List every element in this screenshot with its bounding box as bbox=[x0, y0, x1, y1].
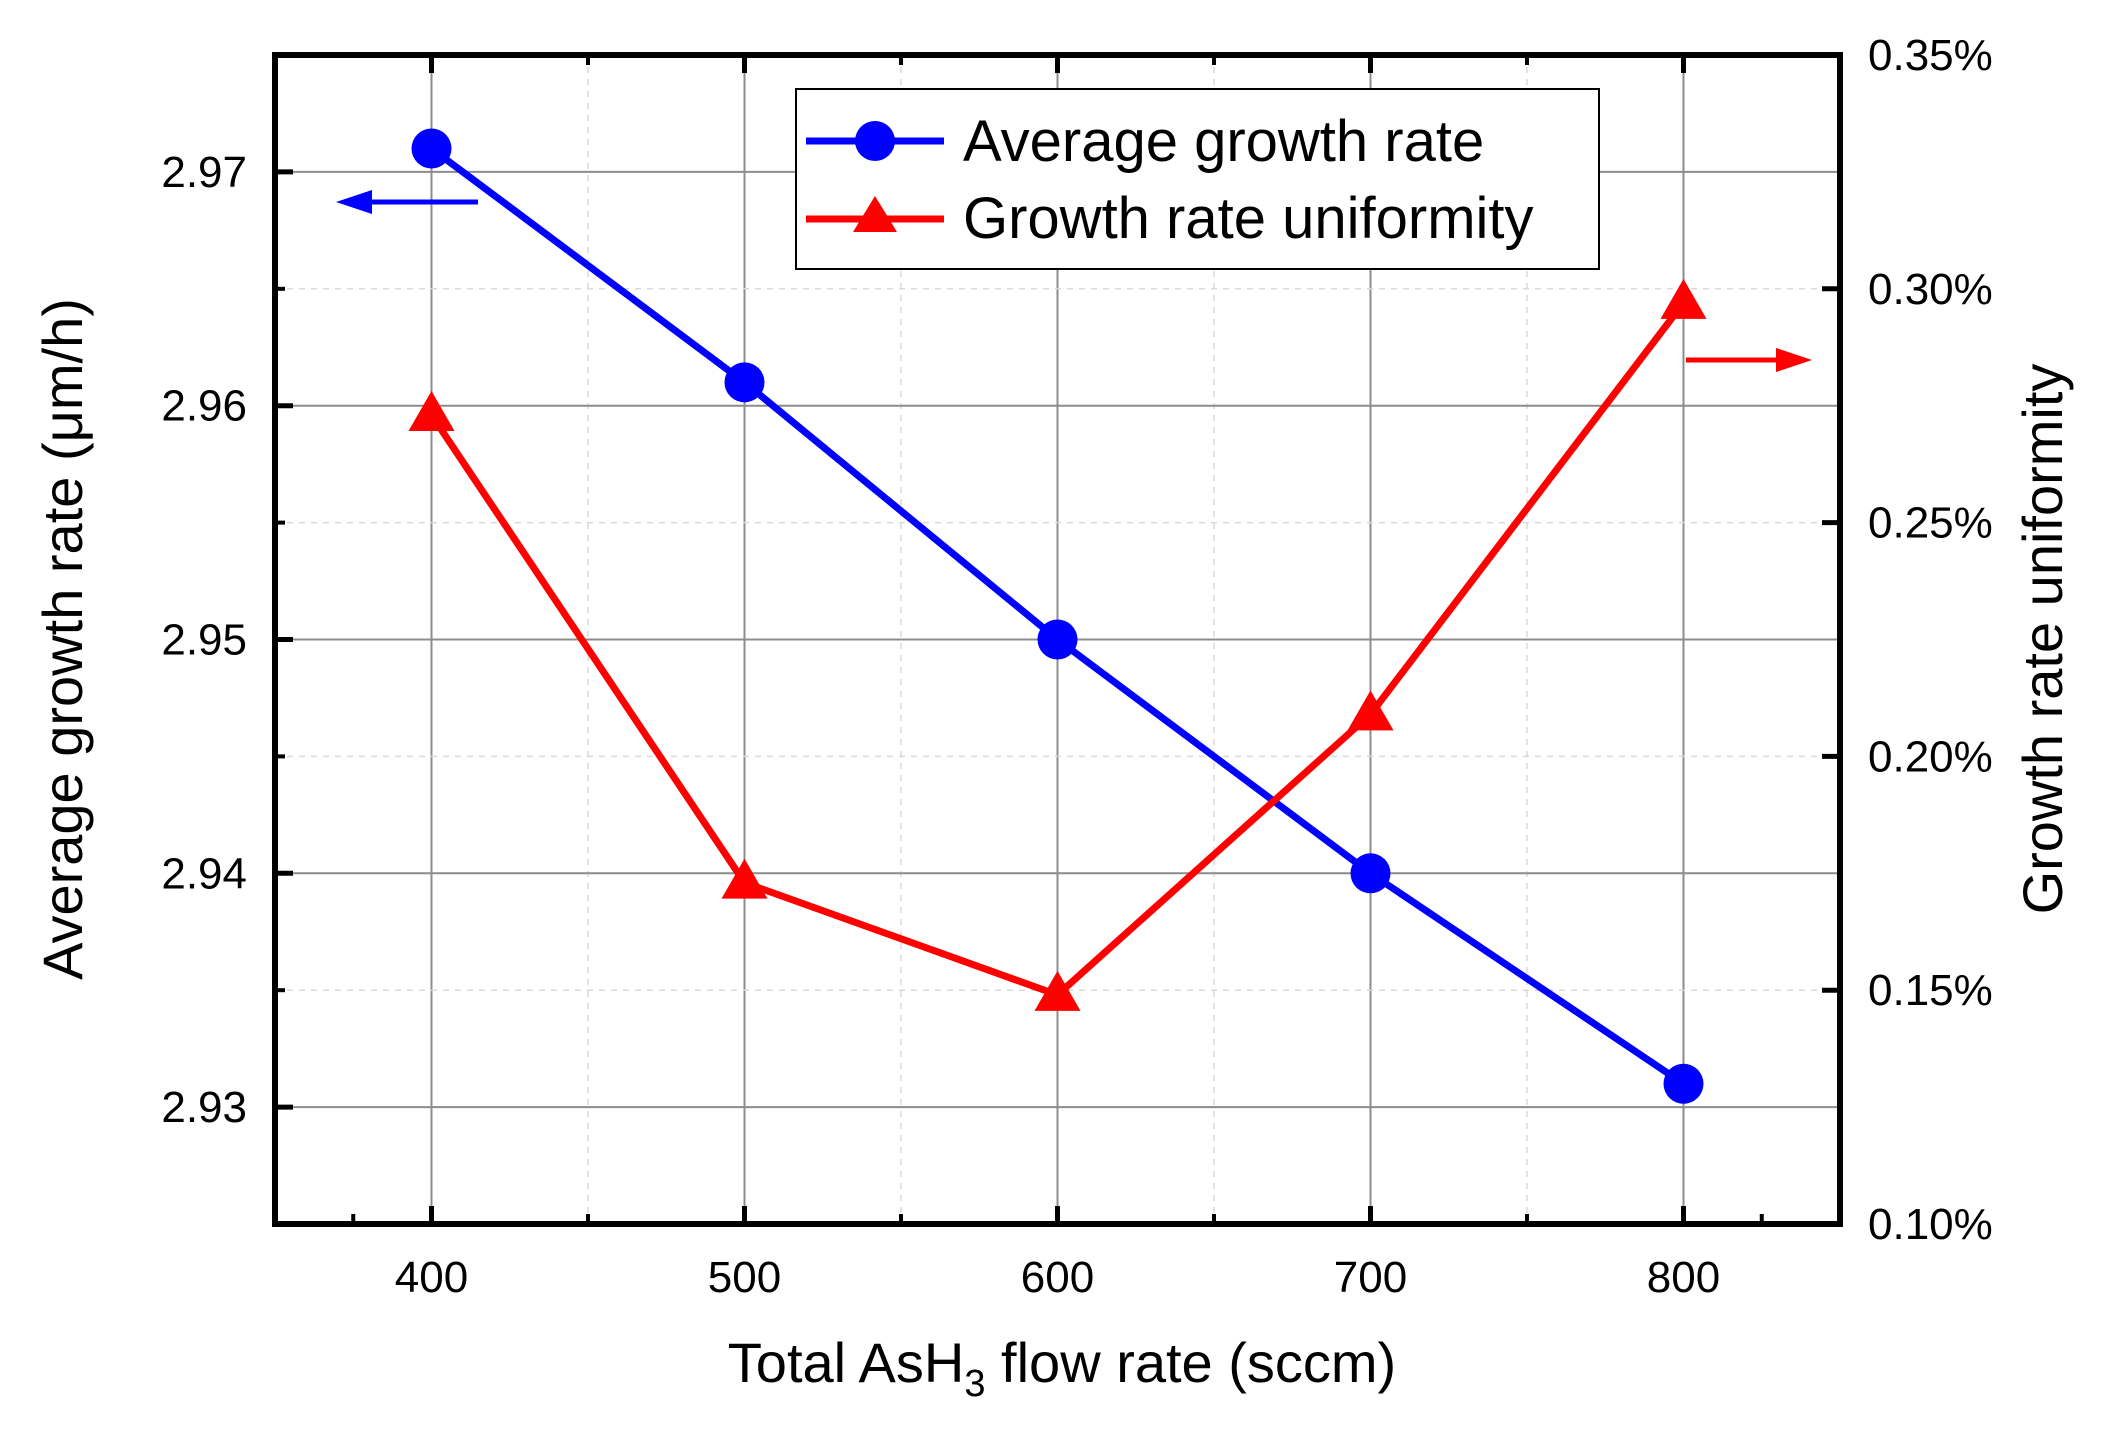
legend-label-growth-rate: Average growth rate bbox=[963, 109, 1484, 174]
x-tick-label: 800 bbox=[1647, 1253, 1720, 1302]
y-left-tick-label: 2.95 bbox=[161, 616, 247, 665]
tick-layer bbox=[275, 52, 1840, 1227]
data-point-uniformity bbox=[408, 391, 455, 432]
y-left-tick-label: 2.96 bbox=[161, 382, 247, 431]
y-right-tick-label: 0.10% bbox=[1868, 1200, 1993, 1249]
x-axis-title: Total AsH3 flow rate (sccm) bbox=[728, 1331, 1396, 1405]
series-layer bbox=[408, 128, 1707, 1104]
legend: Average growth rate Growth rate uniformi… bbox=[795, 88, 1600, 270]
y-right-tick-label: 0.30% bbox=[1868, 265, 1993, 314]
y-right-tick-label: 0.20% bbox=[1868, 732, 1993, 781]
x-axis-title-main: Total AsH bbox=[728, 1331, 965, 1394]
x-axis-title-rest: flow rate (sccm) bbox=[986, 1331, 1397, 1394]
y-right-tick-label: 0.15% bbox=[1868, 966, 1993, 1015]
x-axis-title-subscript: 3 bbox=[964, 1363, 985, 1405]
y-axis-right-title: Growth rate uniformity bbox=[2011, 364, 2074, 915]
legend-label-uniformity: Growth rate uniformity bbox=[963, 186, 1534, 251]
y-axis-left-title: Average growth rate (μm/h) bbox=[31, 298, 94, 980]
data-point-growth-rate bbox=[724, 362, 765, 403]
y-left-tick-label: 2.93 bbox=[161, 1083, 247, 1132]
x-tick-label: 600 bbox=[1021, 1253, 1094, 1302]
left-axis-arrow bbox=[336, 190, 478, 214]
data-point-growth-rate bbox=[1350, 853, 1391, 894]
x-tick-label: 400 bbox=[395, 1253, 468, 1302]
data-point-growth-rate bbox=[1037, 619, 1078, 660]
y-left-tick-label: 2.94 bbox=[161, 849, 247, 898]
y-left-tick-label: 2.97 bbox=[161, 148, 247, 197]
data-point-uniformity bbox=[1347, 690, 1394, 731]
y-right-tick-label: 0.35% bbox=[1868, 31, 1993, 80]
data-point-growth-rate bbox=[411, 128, 452, 169]
legend-box bbox=[795, 88, 1600, 270]
data-point-uniformity bbox=[1034, 970, 1081, 1011]
label-layer: 400 500 600 700 800 2.93 2.94 2.95 2.96 2.97 0.10%… bbox=[161, 31, 1992, 1302]
data-point-uniformity bbox=[1660, 278, 1707, 319]
legend-marker-triangle bbox=[853, 196, 897, 232]
y-right-tick-label: 0.25% bbox=[1868, 499, 1993, 548]
right-axis-arrow bbox=[1686, 348, 1812, 372]
data-point-growth-rate bbox=[1663, 1063, 1704, 1104]
x-tick-label: 700 bbox=[1334, 1253, 1407, 1302]
legend-marker-circle bbox=[855, 121, 895, 161]
x-tick-label: 500 bbox=[708, 1253, 781, 1302]
data-point-uniformity bbox=[721, 858, 768, 899]
